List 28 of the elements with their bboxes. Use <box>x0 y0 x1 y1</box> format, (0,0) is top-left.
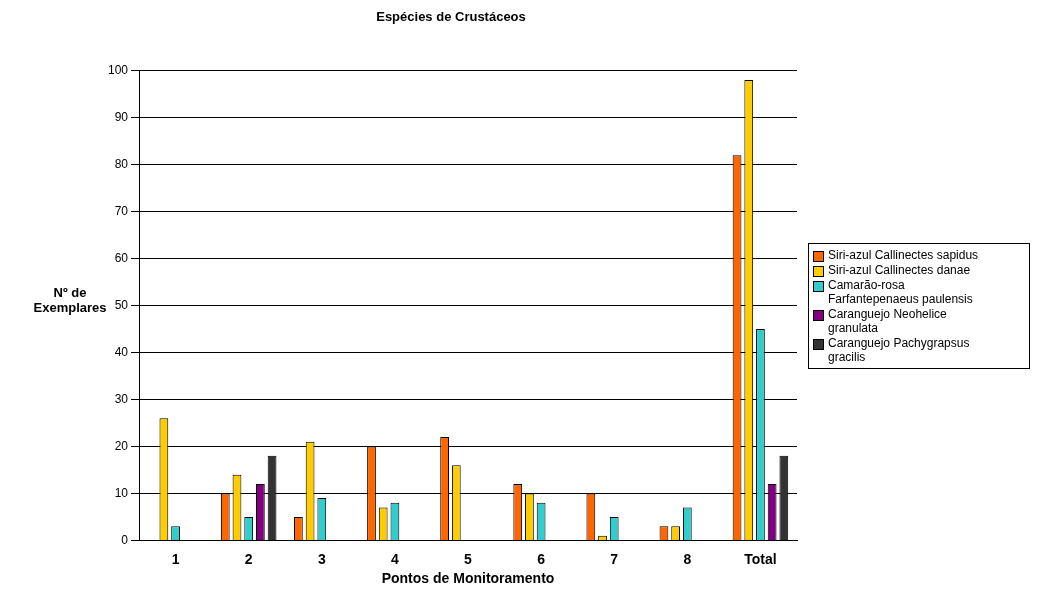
x-tick-label: 4 <box>391 550 399 567</box>
x-tick-label: 3 <box>317 550 326 567</box>
legend-label: Siri-azul Callinectes danae <box>828 263 971 277</box>
y-tick-label: 50 <box>114 297 129 312</box>
chart-title: Espécies de Crustáceos <box>376 9 526 25</box>
y-tick-label: 80 <box>114 156 129 171</box>
y-tick-label: 60 <box>114 250 129 265</box>
x-tick-label: 5 <box>464 550 473 567</box>
y-tick-label: 0 <box>121 532 129 547</box>
y-tick-label: 40 <box>114 344 129 359</box>
legend-label: Caranguejo Neohelice granulata <box>828 307 948 335</box>
y-tick-label: 10 <box>114 485 129 500</box>
y-tick-label: 70 <box>114 203 129 218</box>
x-axis-title: Pontos de Monitoramento <box>381 570 555 587</box>
x-tick-label: 1 <box>171 550 180 567</box>
legend-label: Caranguejo Pachygrapsus gracilis <box>828 336 971 364</box>
y-tick-label: 90 <box>114 109 129 124</box>
y-tick-label: 30 <box>114 391 129 406</box>
x-tick-label: Total <box>744 550 777 567</box>
legend-label: Camarão-rosa Farfantepenaeus paulensis <box>828 278 974 306</box>
y-tick-label: 100 <box>107 62 129 77</box>
y-axis-title: Nº de Exemplares <box>33 285 107 315</box>
x-tick-label: 7 <box>610 550 619 567</box>
x-tick-label: 8 <box>683 550 692 567</box>
x-tick-label: 2 <box>244 550 253 567</box>
y-tick-label: 20 <box>114 438 129 453</box>
x-tick-label: 6 <box>537 550 546 567</box>
legend-label: Siri-azul Callinectes sapidus <box>828 248 979 262</box>
